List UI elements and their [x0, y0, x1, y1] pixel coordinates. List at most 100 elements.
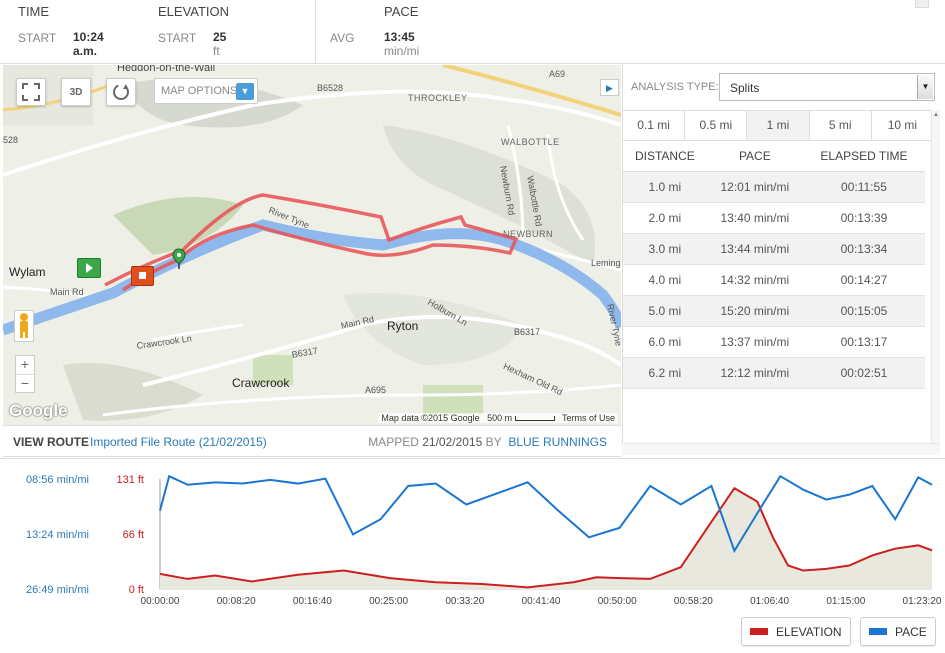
legend-elevation-label: ELEVATION: [776, 624, 842, 639]
x-axis-tick: 00:33:20: [445, 596, 484, 607]
table-row: 4.0 mi 14:32 min/mi 00:14:27: [623, 264, 925, 296]
view-route-label: VIEW ROUTE: [13, 435, 90, 449]
pace-elevation-chart[interactable]: 08:56 min/mi 13:24 min/mi 26:49 min/mi 131 …: [0, 458, 945, 653]
map-label: 528: [3, 135, 19, 145]
time-start-value: 10:24 a.m.: [73, 30, 104, 58]
column-header-elapsed: ELAPSED TIME: [802, 141, 925, 172]
elevation-axis-tick: 0 ft: [129, 584, 144, 596]
elevation-series-line: [159, 486, 933, 589]
x-axis-tick: 00:41:40: [522, 596, 561, 607]
street-view-button[interactable]: [14, 310, 34, 342]
legend-pace-label: PACE: [895, 624, 927, 639]
pace-axis-tick: 26:49 min/mi: [26, 584, 89, 596]
x-axis-tick: 00:58:20: [674, 596, 713, 607]
map-tiles: [3, 65, 621, 421]
route-map[interactable]: 3D MAP OPTIONS ▼ Heddon-on-the-Wall A69 …: [3, 65, 621, 425]
time-heading: TIME: [18, 4, 50, 19]
legend-elevation-toggle[interactable]: ELEVATION: [741, 617, 851, 646]
map-label: Main Rd: [50, 287, 84, 297]
tab-0-1-mi[interactable]: 0.1 mi: [623, 111, 686, 140]
column-header-pace: PACE: [706, 141, 803, 172]
fullscreen-icon: [22, 83, 40, 101]
elevation-swatch: [750, 628, 768, 635]
table-row: 6.2 mi 12:12 min/mi 00:02:51: [623, 357, 925, 389]
pace-axis-tick: 13:24 min/mi: [26, 529, 89, 541]
x-axis-tick: 01:06:40: [750, 596, 789, 607]
panel-horizontal-scrollbar[interactable]: [622, 443, 940, 455]
route-link[interactable]: Imported File Route (21/02/2015): [90, 435, 267, 449]
map-label: THROCKLEY: [408, 93, 468, 103]
analysis-type-label: ANALYSIS TYPE:: [631, 81, 719, 93]
map-label: Wylam: [9, 265, 46, 279]
3d-view-button[interactable]: 3D: [61, 78, 91, 106]
zoom-control: + −: [15, 355, 35, 393]
start-marker[interactable]: [77, 258, 101, 278]
chevron-right-icon: ▶: [606, 83, 613, 93]
x-axis-tick: 01:23:20: [903, 596, 942, 607]
stop-icon: [139, 272, 146, 279]
location-pin-icon[interactable]: [172, 248, 186, 270]
tab-1-mi[interactable]: 1 mi: [747, 111, 810, 140]
elevation-axis-tick: 131 ft: [116, 474, 144, 486]
route-info: VIEW ROUTE Imported File Route (21/02/20…: [3, 425, 621, 457]
splits-scrollbar[interactable]: ▲ ▼: [931, 110, 940, 455]
terms-link[interactable]: Terms of Use: [561, 413, 615, 423]
pace-avg-value: 13:45 min/mi: [384, 30, 420, 58]
x-axis-tick: 00:25:00: [369, 596, 408, 607]
elevation-area: [160, 488, 932, 589]
pegman-icon: [20, 313, 28, 338]
pace-series-line: [159, 474, 933, 554]
tab-5-mi[interactable]: 5 mi: [809, 111, 872, 140]
split-distance-tabs: 0.1 mi 0.5 mi 1 mi 5 mi 10 mi: [623, 110, 934, 141]
x-axis-tick: 01:15:00: [826, 596, 865, 607]
tab-0-5-mi[interactable]: 0.5 mi: [685, 111, 748, 140]
time-start-label: START: [18, 31, 57, 45]
rotate-icon: [113, 84, 129, 100]
x-axis-tick: 00:50:00: [598, 596, 637, 607]
pace-swatch: [869, 628, 887, 635]
elevation-start-value: 25 ft: [213, 30, 227, 58]
rotate-map-button[interactable]: [106, 78, 136, 106]
map-label: NEWBURN: [503, 229, 553, 239]
3d-icon: 3D: [69, 86, 83, 98]
close-panel-button[interactable]: [915, 0, 929, 8]
map-label: B6317: [514, 327, 541, 337]
map-label: Heddon-on-the-Wall: [117, 65, 216, 74]
map-options-dropdown[interactable]: MAP OPTIONS ▼: [154, 78, 258, 104]
pace-avg-label: AVG: [330, 31, 355, 45]
zoom-in-button[interactable]: +: [20, 356, 30, 372]
map-scale: 500 m: [487, 413, 513, 423]
scroll-up-icon[interactable]: ▲: [933, 112, 939, 118]
elevation-start-label: START: [158, 31, 197, 45]
pace-axis-tick: 08:56 min/mi: [26, 474, 89, 486]
legend-pace-toggle[interactable]: PACE: [860, 617, 936, 646]
map-label: Crawcrook: [232, 376, 290, 390]
map-attribution: Map data ©2015 Google 500 m Terms of Use: [378, 413, 618, 423]
table-row: 2.0 mi 13:40 min/mi 00:13:39: [623, 202, 925, 234]
mapped-by-user-link[interactable]: BLUE RUNNINGS: [508, 435, 607, 449]
google-logo: Google: [9, 401, 68, 420]
stat-divider: [315, 0, 316, 64]
table-row: 1.0 mi 12:01 min/mi 00:11:55: [623, 171, 925, 203]
finish-marker[interactable]: [131, 266, 154, 286]
map-options-label: MAP OPTIONS: [161, 85, 238, 97]
table-row: 3.0 mi 13:44 min/mi 00:13:34: [623, 233, 925, 265]
play-icon: [86, 263, 93, 273]
expand-panel-button[interactable]: ▶: [600, 79, 619, 96]
x-axis-tick: 00:08:20: [217, 596, 256, 607]
column-header-distance: DISTANCE: [623, 141, 707, 172]
chevron-down-icon: ▼: [236, 83, 254, 100]
tab-10-mi[interactable]: 10 mi: [871, 111, 934, 140]
x-axis-tick: 00:00:00: [141, 596, 180, 607]
chart-canvas: 08:56 min/mi 13:24 min/mi 26:49 min/mi 131 …: [26, 474, 942, 607]
mapped-info: MAPPED 21/02/2015 BY BLUE RUNNINGS: [368, 435, 607, 449]
splits-table: DISTANCE PACE ELAPSED TIME 1.0 mi 12:01 m…: [623, 141, 925, 389]
pace-heading: PACE: [384, 4, 419, 19]
map-label: B6528: [317, 83, 344, 93]
map-label: Ryton: [387, 319, 419, 333]
map-label: A69: [549, 69, 566, 79]
fullscreen-button[interactable]: [16, 78, 46, 106]
analysis-type-value: Splits: [730, 81, 760, 95]
analysis-type-select[interactable]: Splits ▼: [719, 73, 935, 101]
zoom-out-button[interactable]: −: [16, 374, 34, 392]
